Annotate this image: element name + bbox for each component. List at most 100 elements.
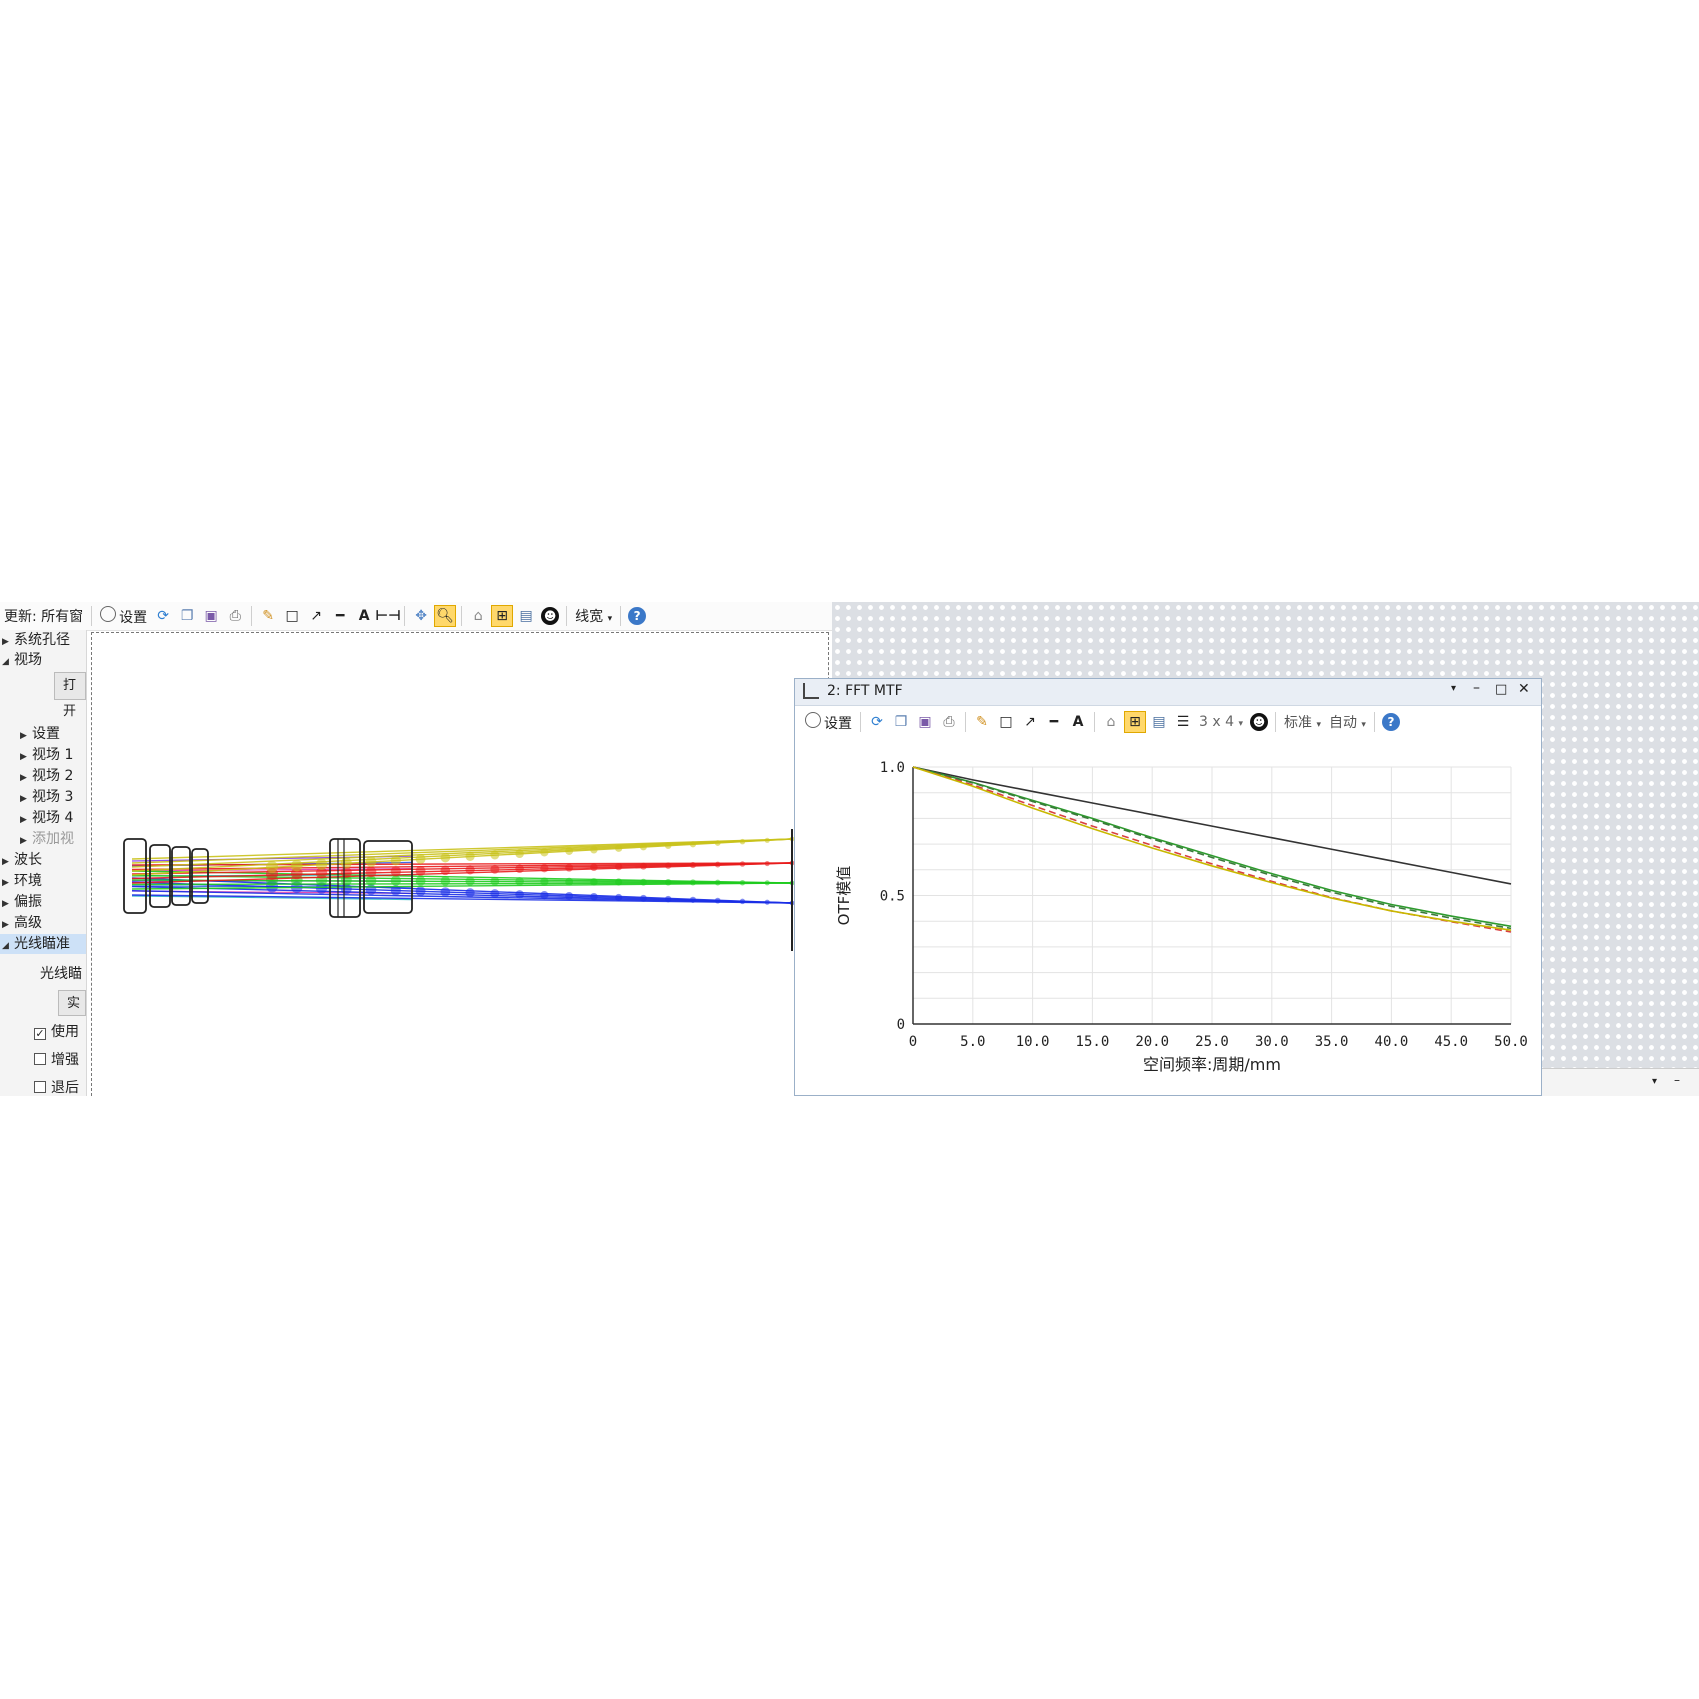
- tree-item-field2[interactable]: ▶ 视场 2: [20, 766, 73, 786]
- enhance-checkbox[interactable]: 增强: [34, 1050, 79, 1070]
- tree-item-system-aperture[interactable]: ▶ 系统孔径: [2, 630, 70, 650]
- ray-beam-dot: [664, 842, 672, 849]
- pencil-icon[interactable]: ✎: [262, 608, 275, 624]
- ray-beam-dot: [739, 898, 746, 905]
- tree-item-add-field[interactable]: ▶ 添加视: [20, 829, 74, 849]
- face-icon[interactable]: ☻: [1248, 711, 1270, 733]
- minimize-icon[interactable]: –: [1674, 1073, 1680, 1087]
- y-tick-label: 0: [897, 1017, 905, 1033]
- tree-item-field3[interactable]: ▶ 视场 3: [20, 787, 73, 807]
- checkbox-icon: [34, 1081, 46, 1093]
- ray-beam-dot: [540, 848, 549, 857]
- lock-icon[interactable]: ⌂: [473, 608, 483, 624]
- ray-beam-dot: [590, 878, 598, 886]
- arrow-icon[interactable]: ↗: [1024, 714, 1036, 730]
- toolbar-divider: [965, 712, 966, 732]
- ray-line: [131, 870, 793, 884]
- chevron-down-icon: ▾: [607, 614, 613, 624]
- use-checkbox[interactable]: ✓ 使用: [34, 1022, 79, 1042]
- tree-item-field[interactable]: ◢ 视场: [2, 650, 42, 670]
- dropdown-icon[interactable]: ▾: [1652, 1076, 1658, 1087]
- toolbar-divider: [860, 712, 861, 732]
- help-icon[interactable]: ?: [626, 605, 648, 627]
- window-icon[interactable]: ▤: [1152, 714, 1166, 730]
- close-icon[interactable]: ✕: [1518, 681, 1530, 697]
- face-icon[interactable]: ☻: [539, 605, 561, 627]
- tree-item-field4[interactable]: ▶ 视场 4: [20, 808, 73, 828]
- linewidth-dropdown[interactable]: 线宽 ▾: [571, 606, 616, 626]
- copy-icon[interactable]: ❐: [894, 714, 908, 730]
- tree-item-settings[interactable]: ▶ 设置: [20, 724, 60, 744]
- minimize-icon[interactable]: –: [1473, 680, 1480, 696]
- dropdown-icon[interactable]: ▾: [1451, 683, 1457, 694]
- mtf-title: 2: FFT MTF: [827, 683, 903, 699]
- tree-item-wavelength[interactable]: ▶ 波长: [2, 850, 42, 870]
- standard-dropdown[interactable]: 标准 ▾: [1280, 712, 1325, 732]
- expand-arrow-icon: ▶: [20, 731, 27, 741]
- pan-icon[interactable]: ✥: [415, 608, 428, 624]
- tree-label: 高级: [14, 915, 42, 931]
- ray-line: [131, 881, 793, 904]
- tree-item-advanced[interactable]: ▶ 高级: [2, 913, 42, 933]
- ray-beam-dot: [565, 891, 574, 900]
- layout-grid-icon[interactable]: ⊞: [1124, 711, 1146, 733]
- ray-aiming-label: 光线瞄: [40, 966, 82, 982]
- ray-line: [131, 862, 793, 866]
- arrow-icon[interactable]: ↗: [310, 608, 323, 624]
- tree-item-field1[interactable]: ▶ 视场 1: [20, 745, 73, 765]
- refresh-icon[interactable]: ⟳: [871, 714, 883, 730]
- copy-icon[interactable]: ❐: [180, 608, 194, 624]
- ray-beam-dot: [365, 856, 377, 867]
- x-tick-label: 30.0: [1255, 1034, 1289, 1050]
- line-icon[interactable]: ━: [1049, 714, 1059, 730]
- real-dropdown[interactable]: 实: [58, 990, 86, 1016]
- retreat-checkbox[interactable]: 退后: [34, 1078, 79, 1096]
- window-icon[interactable]: ▤: [519, 608, 533, 624]
- print-icon[interactable]: ⎙: [229, 608, 241, 624]
- pencil-icon[interactable]: ✎: [976, 714, 988, 730]
- ray-beam-dot: [515, 877, 524, 886]
- ray-beam-dot: [490, 876, 500, 886]
- refresh-icon[interactable]: ⟳: [157, 608, 170, 624]
- lock-icon[interactable]: ⌂: [1106, 714, 1116, 730]
- ray-beam-dot: [515, 864, 524, 874]
- grid-size-dropdown[interactable]: 3 x 4 ▾: [1195, 714, 1247, 730]
- update-all-windows[interactable]: 更新: 所有窗: [4, 609, 84, 625]
- lens-layout-canvas[interactable]: [91, 632, 829, 1096]
- layers-icon[interactable]: ☰: [1176, 714, 1190, 730]
- tree-label: 视场 2: [32, 768, 74, 784]
- dimension-icon[interactable]: ⊢⊣: [375, 608, 401, 624]
- mtf-settings-button[interactable]: 设置: [801, 711, 856, 733]
- mtf-series-line-1: [912, 766, 1512, 885]
- help-icon[interactable]: ?: [1380, 711, 1402, 733]
- ray-line: [131, 874, 793, 884]
- rectangle-icon[interactable]: □: [285, 608, 299, 624]
- ray-beam-dot: [764, 880, 770, 886]
- ray-beam-dot: [390, 866, 401, 877]
- maximize-icon[interactable]: □: [1495, 682, 1508, 697]
- line-icon[interactable]: ━: [335, 608, 345, 624]
- help-glyph: ?: [628, 607, 647, 625]
- rectangle-icon[interactable]: □: [999, 714, 1013, 730]
- ray-beam-dot: [714, 879, 721, 886]
- toolbar-divider: [1274, 712, 1276, 732]
- settings-button[interactable]: 设置: [96, 605, 151, 627]
- auto-dropdown[interactable]: 自动 ▾: [1325, 712, 1370, 732]
- x-tick-label: 15.0: [1076, 1034, 1110, 1050]
- text-icon[interactable]: A: [1072, 714, 1084, 730]
- tree-item-ray-aiming[interactable]: ◢ 光线瞄准: [0, 934, 86, 954]
- open-button[interactable]: 打开: [54, 672, 86, 719]
- save-image-icon[interactable]: ▣: [204, 608, 218, 624]
- layout-grid-icon[interactable]: ⊞: [491, 605, 514, 627]
- print-icon[interactable]: ⎙: [943, 714, 955, 730]
- checkbox-icon: [34, 1053, 46, 1065]
- tree-item-polarization[interactable]: ▶ 偏振: [2, 892, 42, 912]
- zoom-icon[interactable]: 🔍︎: [434, 605, 457, 627]
- app-window: 更新: 所有窗 设置 ⟳ ❐ ▣ ⎙ ✎ □ ↗ ━ A ⊢⊣ ✥ 🔍︎ ⌂ ⊞…: [0, 602, 1699, 1096]
- tree-item-environment[interactable]: ▶ 环境: [2, 871, 42, 891]
- ray-beam-dot: [764, 860, 770, 867]
- text-icon[interactable]: A: [358, 608, 370, 624]
- save-image-icon[interactable]: ▣: [918, 714, 932, 730]
- tree-label: 偏振: [14, 894, 42, 910]
- toolbar-divider: [404, 606, 406, 626]
